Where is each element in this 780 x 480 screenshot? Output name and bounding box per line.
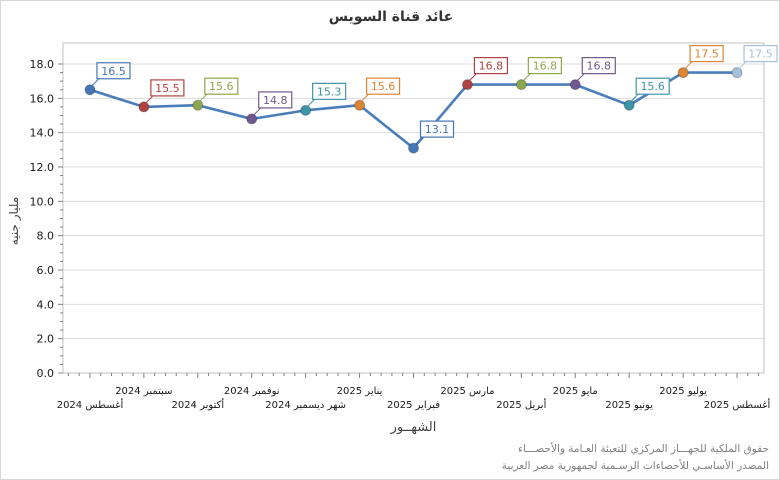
data-point — [246, 113, 258, 125]
label-leader-line — [521, 73, 531, 82]
y-tick-label: 10.0 — [30, 195, 55, 208]
label-leader-line — [737, 61, 747, 70]
y-tick-label: 2.0 — [37, 333, 55, 346]
label-leader-line — [144, 95, 154, 105]
x-tick-label: يناير 2025 — [337, 386, 383, 397]
data-point — [461, 79, 473, 91]
data-point — [569, 79, 581, 91]
y-tick-label: 4.0 — [37, 298, 55, 311]
data-label-value: 15.6 — [209, 80, 234, 93]
y-axis-labels: 0.0 2.0 4.0 6.0 8.0 10.0 12.0 14.0 16.0 18.0 — [30, 58, 63, 380]
data-label-value: 17.5 — [748, 48, 773, 61]
label-leader-line — [360, 93, 369, 103]
data-label-box — [743, 44, 778, 63]
y-axis-title: مليار جنيه — [7, 196, 21, 246]
data-point — [731, 67, 743, 79]
data-label-value: 15.5 — [155, 82, 180, 95]
y-tick-label: 0.0 — [37, 367, 55, 380]
data-label-value: 15.6 — [640, 80, 665, 93]
copyright-line-1: حقوق الملكية للجهـــاز المركزي للتعبئة ا… — [518, 443, 769, 456]
data-label-box — [689, 44, 724, 63]
x-tick-label: شهر ديسمبر 2024 — [265, 400, 346, 411]
data-point — [623, 99, 635, 111]
data-point — [138, 101, 150, 113]
data-point — [84, 84, 96, 96]
x-tick-label: أغسطس 2025 — [704, 398, 771, 411]
y-tick-label: 18.0 — [30, 58, 55, 71]
data-label-value: 15.3 — [317, 85, 342, 98]
data-point — [677, 67, 689, 79]
data-label-value: 16.8 — [479, 60, 504, 73]
label-leader-line — [198, 93, 208, 103]
x-tick-label: أبريل 2025 — [496, 398, 546, 411]
y-tick-label: 16.0 — [30, 92, 55, 105]
label-leader-line — [414, 136, 423, 146]
data-label-box — [204, 77, 239, 95]
x-tick-label: مايو 2025 — [553, 386, 598, 397]
label-leader-line — [683, 61, 693, 70]
data-point — [515, 79, 527, 91]
y-tick-label: 6.0 — [37, 264, 55, 277]
data-label-value: 14.8 — [263, 94, 288, 107]
y-tick-label: 14.0 — [30, 127, 55, 140]
data-label-box — [312, 82, 347, 100]
data-label-value: 16.5 — [101, 65, 126, 78]
x-tick-label: أكتوبر 2024 — [171, 398, 224, 411]
data-label-box — [96, 62, 131, 80]
y-tick-label: 8.0 — [37, 230, 55, 243]
gridlines-group — [63, 63, 764, 340]
x-axis-title: الشهــور — [390, 420, 437, 435]
x-tick-label: يونيو 2025 — [605, 400, 653, 411]
data-point — [408, 142, 419, 154]
data-point — [192, 99, 204, 111]
data-label-box — [581, 56, 616, 75]
data-label-box — [365, 77, 401, 95]
x-tick-label: نوفمبر 2024 — [224, 386, 280, 397]
x-tick-label: مارس 2025 — [440, 386, 494, 397]
data-label-box — [473, 56, 509, 75]
data-label-box — [635, 77, 670, 95]
data-label-box — [527, 56, 562, 75]
x-tick-label: أغسطس 2024 — [57, 398, 124, 411]
data-label-value: 16.8 — [533, 60, 558, 73]
data-label-box — [150, 79, 185, 97]
label-leader-line — [468, 73, 477, 82]
x-tick-label: سبتمبر 2024 — [115, 386, 172, 397]
data-label-value: 13.1 — [425, 123, 450, 136]
data-point — [300, 104, 312, 116]
copyright-footer: حقوق الملكية للجهـــاز المركزي للتعبئة ا… — [502, 441, 769, 474]
data-point — [354, 99, 366, 111]
copyright-line-2: المصدر الأساسـي للأحصاءات الرسـمية لجمهو… — [501, 459, 769, 472]
data-labels-group: 16.5 15.5 15.6 14.8 15.3 15.6 13.1 16.8 16.8 16.8… — [90, 44, 778, 146]
data-label-value: 16.8 — [587, 60, 612, 73]
y-tick-label: 12.0 — [30, 161, 55, 174]
label-leader-line — [575, 73, 585, 82]
x-tick-label: يوليو 2025 — [659, 386, 707, 397]
chart-title: عائد قناة السويس — [328, 9, 454, 25]
data-label-value: 15.6 — [371, 80, 396, 93]
label-leader-line — [629, 93, 639, 103]
label-leader-line — [252, 107, 262, 117]
label-leader-line — [306, 98, 316, 108]
data-label-box — [258, 91, 293, 109]
label-leader-line — [90, 78, 100, 88]
x-tick-label: فبراير 2025 — [387, 400, 440, 411]
data-points-group — [84, 67, 743, 154]
data-label-value: 17.5 — [694, 48, 719, 61]
data-label-box — [419, 120, 455, 138]
